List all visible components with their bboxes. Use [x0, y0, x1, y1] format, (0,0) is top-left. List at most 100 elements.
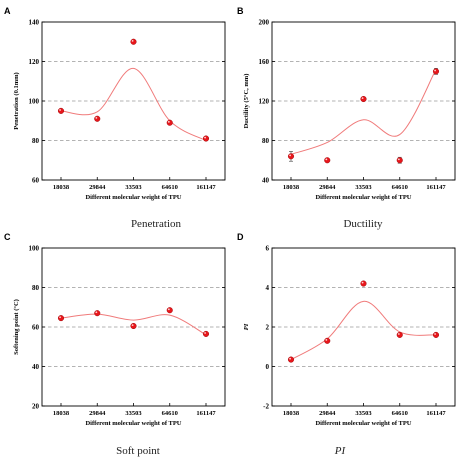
data-point-highlight — [434, 69, 436, 72]
y-tick-label: 20 — [32, 403, 40, 411]
data-point — [432, 331, 440, 338]
data-point — [57, 315, 65, 322]
y-tick-label: 80 — [32, 284, 40, 292]
x-axis-label: Different molecular weight of TPU — [85, 420, 181, 427]
y-tick-label: 120 — [259, 98, 270, 106]
chart-panel-c: C 20 40 60 80 100 18038 29844 33503 64610 161147 Di… — [4, 232, 226, 457]
x-tick-label: 18038 — [283, 184, 300, 191]
data-point-highlight — [325, 339, 328, 341]
data-point-highlight — [289, 357, 291, 360]
x-tick-label: 161147 — [426, 410, 446, 417]
x-axis-label: Different molecular weight of TPU — [315, 420, 411, 427]
chart-panel-b: B 40 80 120 160 200 18038 29844 33503 64610 161147… — [237, 6, 456, 230]
y-tick-label: 0 — [266, 363, 270, 371]
y-axis-label: Softening point (°C) — [13, 299, 20, 355]
x-tick-label: 29844 — [89, 184, 106, 191]
data-point — [202, 330, 210, 337]
data-point — [360, 280, 367, 287]
x-tick-label: 18038 — [53, 184, 70, 191]
data-point-highlight — [59, 316, 61, 319]
x-tick-label: 29844 — [89, 410, 106, 417]
data-point — [166, 119, 173, 126]
data-point — [360, 95, 367, 103]
y-tick-label: 60 — [32, 324, 40, 332]
fit-curve — [290, 300, 437, 361]
data-point-highlight — [397, 333, 400, 335]
y-tick-label: 40 — [262, 177, 270, 185]
data-point-highlight — [95, 116, 98, 119]
y-tick-label: 120 — [29, 58, 40, 66]
panel-caption: PI — [334, 445, 347, 457]
panel-caption: Ductility — [343, 218, 383, 230]
data-point — [396, 157, 403, 164]
y-tick-label: 60 — [32, 177, 40, 185]
x-tick-label: 33503 — [125, 184, 142, 191]
data-point-highlight — [289, 154, 291, 157]
x-tick-label: 64610 — [392, 184, 408, 191]
y-tick-label: 40 — [32, 363, 40, 371]
y-tick-label: 4 — [266, 284, 270, 292]
data-point — [202, 135, 210, 142]
x-tick-label: 18038 — [53, 410, 70, 417]
y-tick-label: -2 — [263, 403, 269, 411]
chart-panel-a: A 60 80 100 120 140 18038 29844 33503 64610 161147… — [4, 6, 226, 230]
data-point-highlight — [397, 158, 400, 161]
y-tick-label: 200 — [259, 19, 270, 27]
data-point — [287, 153, 295, 160]
data-point-highlight — [434, 333, 436, 335]
y-tick-label: 80 — [262, 137, 270, 145]
y-axis-label: Ductility (5°C, mm) — [243, 74, 250, 129]
panel-caption: Soft point — [116, 445, 160, 457]
y-tick-label: 100 — [29, 98, 40, 106]
data-point — [432, 68, 440, 75]
x-tick-label: 33503 — [355, 410, 372, 417]
y-axis-label: Penetration (0.1mm) — [13, 72, 20, 129]
y-tick-label: 80 — [32, 137, 40, 145]
x-tick-label: 161147 — [196, 410, 216, 417]
x-tick-label: 29844 — [319, 184, 336, 191]
fit-curve — [60, 67, 207, 141]
data-point-highlight — [361, 97, 364, 100]
panel-caption: Penetration — [131, 218, 182, 230]
data-point-highlight — [131, 39, 134, 42]
panel-letter: C — [4, 232, 11, 242]
x-tick-label: 64610 — [162, 184, 178, 191]
data-point — [94, 115, 101, 122]
x-tick-label: 18038 — [283, 410, 300, 417]
data-point — [396, 331, 403, 338]
data-point-highlight — [361, 281, 364, 284]
data-point — [130, 38, 137, 45]
data-point-highlight — [59, 109, 61, 111]
x-tick-label: 161147 — [196, 184, 216, 191]
data-point — [57, 107, 65, 114]
data-point-highlight — [204, 332, 207, 334]
data-point — [324, 337, 331, 344]
data-point-highlight — [131, 324, 134, 327]
fit-curve — [290, 69, 437, 155]
x-axis-label: Different molecular weight of TPU — [85, 194, 181, 201]
x-tick-label: 64610 — [392, 410, 408, 417]
data-point — [166, 307, 173, 314]
data-point — [94, 310, 101, 317]
data-point — [324, 157, 331, 164]
y-tick-label: 100 — [29, 245, 40, 253]
data-point — [130, 322, 137, 330]
x-tick-label: 33503 — [355, 184, 372, 191]
data-point — [287, 356, 295, 363]
data-point-highlight — [204, 136, 207, 139]
panel-letter: A — [4, 6, 11, 16]
fit-curve — [60, 313, 207, 336]
panel-letter: D — [237, 232, 244, 242]
panel-letter: B — [237, 6, 244, 16]
x-tick-label: 161147 — [426, 184, 446, 191]
chart-panel-d: D -2 0 2 4 6 18038 29844 33503 64610 161147 Differe… — [237, 232, 456, 457]
data-point-highlight — [167, 308, 170, 311]
y-tick-label: 2 — [266, 324, 270, 332]
data-point-highlight — [325, 158, 328, 161]
x-tick-label: 29844 — [319, 410, 336, 417]
data-point-highlight — [167, 120, 170, 123]
y-tick-label: 140 — [29, 19, 40, 27]
x-axis-label: Different molecular weight of TPU — [315, 194, 411, 201]
y-tick-label: 6 — [266, 245, 270, 253]
